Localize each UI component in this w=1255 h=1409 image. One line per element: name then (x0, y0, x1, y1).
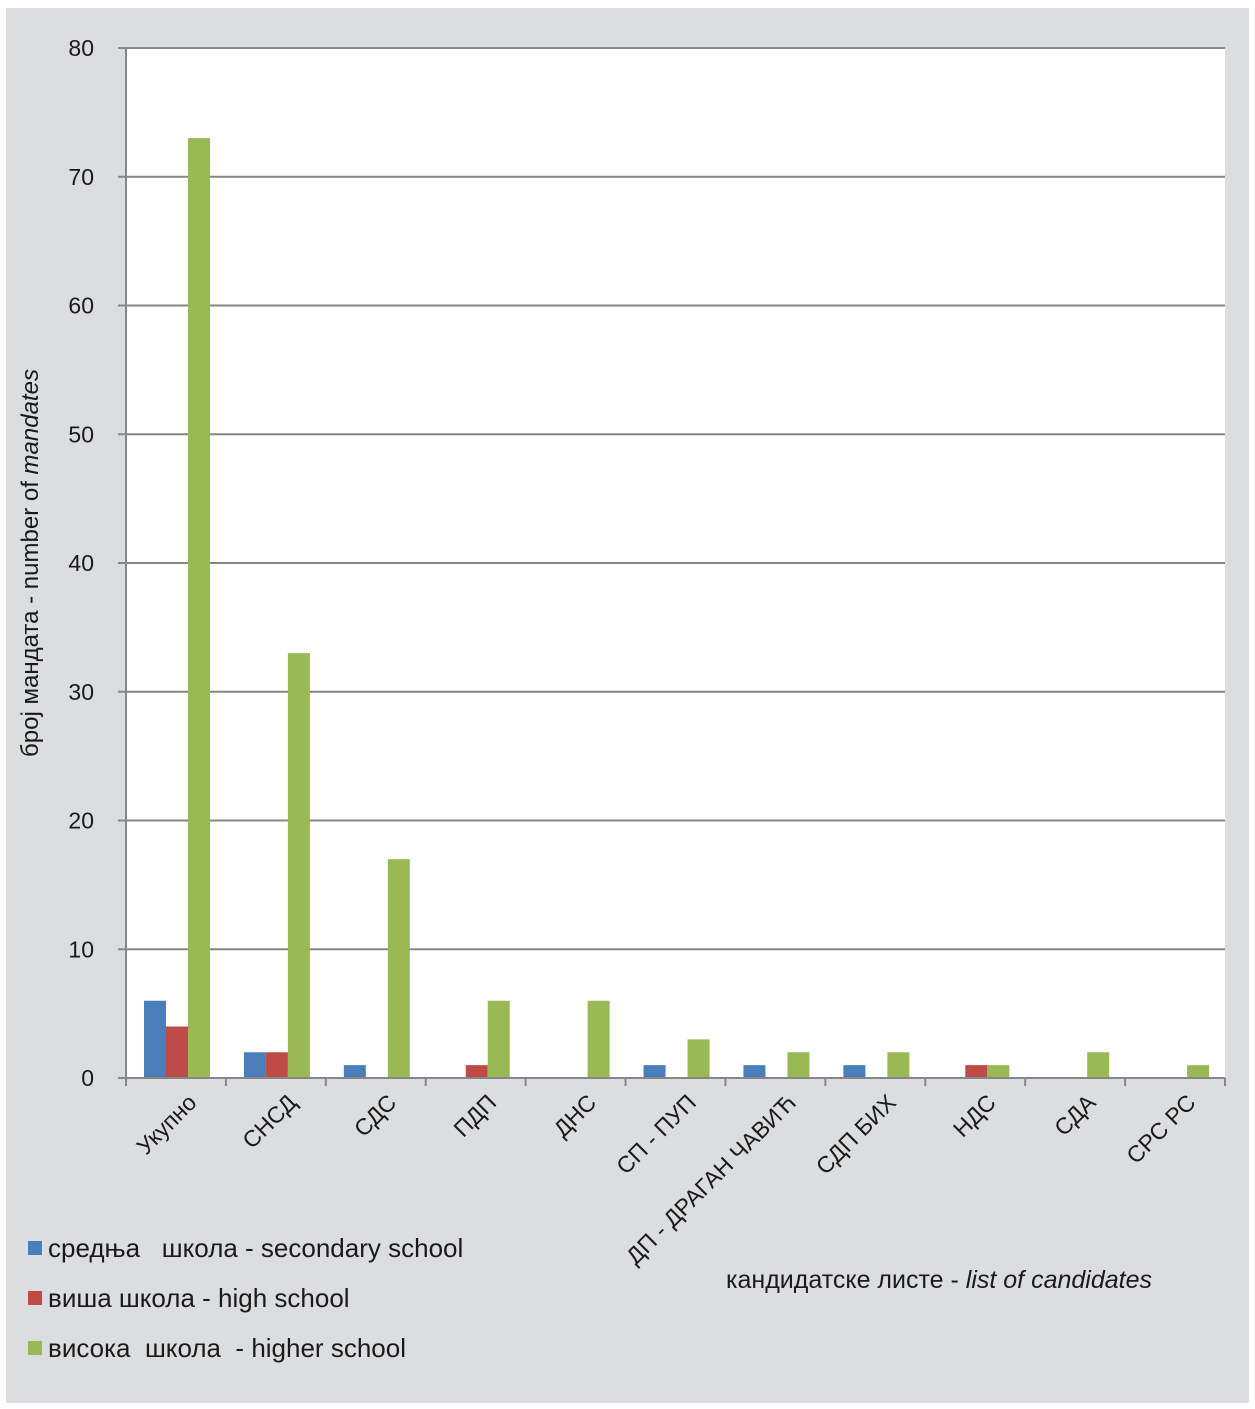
legend-item-secondary: средња школа - secondary school (28, 1223, 463, 1273)
legend-item-high: виша школа - high school (28, 1273, 463, 1323)
x-category-label: СП - ПУП (611, 1089, 701, 1179)
legend-swatch-high (28, 1291, 42, 1305)
bar (787, 1052, 810, 1078)
x-category-label: ДП - ДРАГАН ЧАВИЋ (621, 1089, 801, 1269)
y-tick-label: 0 (81, 1065, 94, 1091)
y-tick-label: 70 (68, 164, 94, 190)
bar (643, 1065, 666, 1078)
y-tick-label: 60 (68, 293, 94, 319)
y-tick-label: 10 (68, 936, 94, 962)
bar (287, 653, 310, 1078)
x-axis-title-plain: кандидатске листе - (726, 1266, 966, 1294)
bar (843, 1065, 866, 1078)
x-category-label: ДНС (548, 1089, 601, 1142)
x-category-label: НДС (948, 1089, 1001, 1142)
legend-label-secondary: средња школа - secondary school (48, 1232, 464, 1263)
x-category-label: СДА (1049, 1089, 1101, 1141)
legend-swatch-secondary (28, 1241, 42, 1255)
x-axis-title-italic: list of candidates (965, 1266, 1152, 1294)
bar (265, 1052, 288, 1078)
x-axis-title: кандидатске листе - list of candidates (726, 1266, 1152, 1295)
x-category-label: СДП БИХ (811, 1089, 901, 1179)
bar (387, 859, 410, 1078)
bar (887, 1052, 910, 1078)
bar (144, 1000, 166, 1078)
chart-area: 0 10 20 30 40 50 60 70 80 Укупно СНСД СДС ПДП ДНС СП … (6, 8, 1249, 1403)
x-category-label: СДС (349, 1089, 402, 1142)
bar (987, 1065, 1010, 1078)
bar (743, 1065, 766, 1078)
y-tick-label: 80 (68, 35, 94, 61)
x-category-label: СРС РС (1121, 1089, 1200, 1168)
x-category-label: Укупно (131, 1089, 201, 1159)
bar (166, 1026, 188, 1078)
legend-swatch-higher (28, 1341, 42, 1355)
legend: средња школа - secondary school виша шко… (28, 1223, 463, 1373)
y-axis-title: број мандата - number of mandates (17, 369, 44, 757)
bar (487, 1000, 510, 1078)
bar (965, 1065, 988, 1078)
bar (188, 138, 210, 1078)
y-tick-label: 50 (68, 421, 94, 447)
y-tick-label: 30 (68, 679, 94, 705)
bar (343, 1065, 366, 1078)
y-tick-label: 20 (68, 808, 94, 834)
x-category-label: ПДП (448, 1089, 501, 1142)
bar (587, 1000, 610, 1078)
bar (243, 1052, 266, 1078)
legend-label-higher: висока школа - higher school (48, 1332, 406, 1363)
bar (1087, 1052, 1110, 1078)
y-axis-title-plain: број мандата - number of (17, 474, 44, 757)
bar-chart: 0 10 20 30 40 50 60 70 80 Укупно СНСД СДС ПДП ДНС СП … (17, 35, 1226, 1269)
y-tick-label: 40 (68, 550, 94, 576)
legend-label-high: виша школа - high school (48, 1282, 350, 1313)
x-category-label: СНСД (237, 1089, 302, 1154)
bar (465, 1065, 488, 1078)
legend-item-higher: висока школа - higher school (28, 1323, 463, 1373)
y-axis-title-italic: mandates (17, 369, 44, 474)
bar (687, 1039, 710, 1078)
bar (1187, 1065, 1210, 1078)
